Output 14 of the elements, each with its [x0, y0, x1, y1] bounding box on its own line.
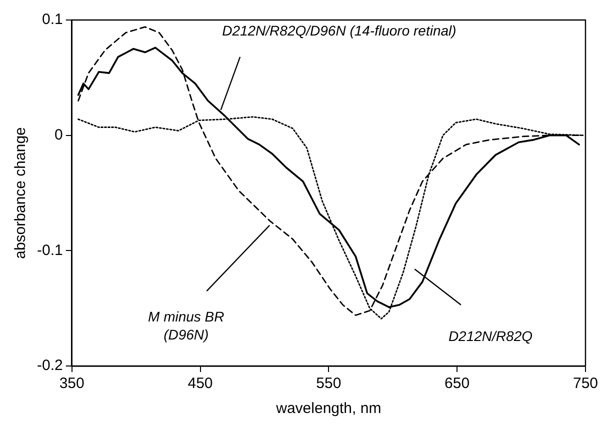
y-tick-label: 0	[54, 126, 63, 144]
y-tick-label: -0.1	[36, 242, 63, 259]
annotation: M minus BR (D96N)	[148, 308, 224, 342]
y-tick-label: -0.2	[36, 357, 63, 374]
x-tick-label: 350	[59, 375, 84, 392]
x-tick-label: 550	[316, 375, 342, 392]
x-tick-label: 750	[572, 375, 598, 392]
x-tick-label: 450	[188, 375, 213, 392]
y-tick-label: 0.1	[42, 11, 63, 28]
x-axis-title: wavelength, nm	[275, 400, 382, 418]
annotation: D212N/R82Q/D96N (14-fluoro retinal)	[222, 22, 456, 38]
annotation: D212N/R82Q	[448, 328, 533, 344]
x-tick-label: 650	[444, 375, 470, 392]
y-axis-title: absorbance change	[12, 127, 30, 259]
